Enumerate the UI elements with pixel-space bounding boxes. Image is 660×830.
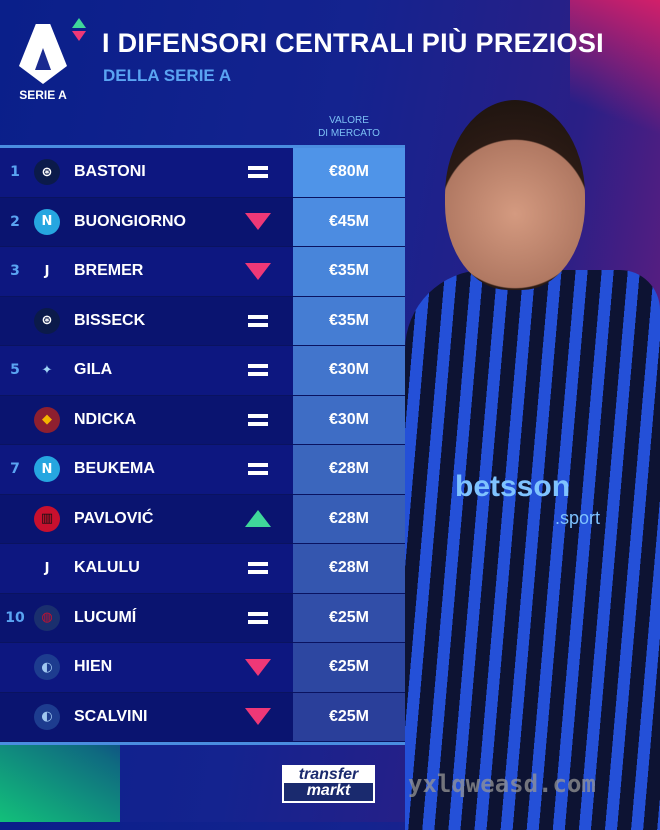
player-name: BASTONI [74,163,146,181]
table-row: 5 ✦ GILA €30M [0,346,405,396]
player-name: BREMER [74,262,144,280]
trend-indicator [223,463,293,476]
club-crest-icon: ⊛ [34,159,60,186]
player-head [445,100,585,290]
market-value: €80M [293,148,405,197]
table-row: ◐ HIEN €25M [0,643,405,693]
player-name: BUONGIORNO [74,212,186,230]
trend-indicator [223,314,293,327]
table-row: ◐ SCALVINI €25M [0,692,405,742]
market-value: €35M [293,247,405,296]
rank: 3 [10,263,20,280]
watermark: yxlqweasd.com [408,770,596,798]
market-value: €35M [293,296,405,345]
trend-indicator [223,166,293,179]
table-row: 7 N BEUKEMA €28M [0,445,405,495]
player-name: BEUKEMA [74,460,155,478]
serie-a-icon [19,24,67,84]
rank: 10 [5,609,25,626]
club-crest-icon: N [34,208,60,235]
serie-a-logo: SERIE A [16,24,70,102]
market-value: €30M [293,395,405,444]
down-triangle-icon [72,31,86,41]
trend-down-icon [245,708,271,726]
rank: 1 [10,164,20,181]
column-header-line2: DI MERCATO [318,128,380,139]
logo-label: SERIE A [19,88,67,102]
table-row: 1 ⊛ BASTONI €80M [0,148,405,198]
player-name: BISSECK [74,311,146,329]
trend-down-icon [245,658,271,676]
brand-line2: markt [306,782,351,799]
table-row: ⊛ BISSECK €35M [0,296,405,346]
club-crest-icon: ⊛ [34,307,60,334]
trend-indicator [223,262,293,280]
trend-same-icon [248,611,268,624]
trend-indicator [223,708,293,726]
club-crest-icon: ◐ [34,654,60,681]
trend-indicator [223,364,293,377]
player-photo: betsson .sport [405,90,660,830]
market-value: €25M [293,643,405,692]
jersey-sponsor-sub: .sport [555,508,601,528]
table-row: ▥ PAVLOVIĆ €28M [0,494,405,544]
brand-line1: transfer [284,767,373,783]
table-row: 10 ◍ LUCUMÍ €25M [0,593,405,643]
trend-same-icon [248,463,268,476]
trend-indicator [223,510,293,528]
rank: 5 [10,362,20,379]
club-crest-icon: N [34,456,60,483]
ranking-table: 1 ⊛ BASTONI €80M 2 N BUONGIORNO €45M 3 J B… [0,145,405,745]
up-triangle-icon [72,18,86,28]
trend-same-icon [248,562,268,575]
table-row: 2 N BUONGIORNO €45M [0,197,405,247]
page-subtitle: DELLA SERIE A [103,66,232,85]
table-row: ◆ NDICKA €30M [0,395,405,445]
jersey [405,270,660,830]
market-value: €25M [293,593,405,642]
club-crest-icon: ✦ [41,362,53,378]
market-value: €45M [293,197,405,246]
player-name: KALULU [74,559,140,577]
background-accent [570,0,660,160]
club-crest-icon: ◐ [34,703,60,730]
table-row: J KALULU €28M [0,544,405,594]
club-crest-icon: ◆ [34,406,60,433]
club-crest-icon: J [44,560,50,576]
player-name: LUCUMÍ [74,608,137,626]
player-name: SCALVINI [74,707,148,725]
trend-indicator [223,562,293,575]
rank: 7 [10,461,20,478]
club-crest-icon: ▥ [34,505,60,532]
market-value: €28M [293,445,405,494]
trend-same-icon [248,166,268,179]
page-title: I DIFENSORI CENTRALI PIÙ PREZIOSI [102,28,604,58]
table-row: 3 J BREMER €35M [0,247,405,297]
club-crest-icon: J [44,263,50,279]
trend-same-icon [248,314,268,327]
market-value: €25M [293,692,405,741]
market-value: €28M [293,544,405,593]
trend-indicator [223,611,293,624]
player-name: GILA [74,361,113,379]
player-name: PAVLOVIĆ [74,509,154,527]
trend-up-icon [245,510,271,528]
trend-indicator [223,413,293,426]
trend-indicator [223,213,293,231]
player-name: NDICKA [74,410,137,428]
trend-same-icon [248,413,268,426]
jersey-sponsor: betsson [455,470,571,503]
transfermarkt-logo: transfer markt [282,765,375,803]
player-name: HIEN [74,658,113,676]
rank: 2 [10,213,20,230]
trend-same-icon [248,364,268,377]
trend-down-icon [245,213,271,231]
column-header-line1: VALORE [329,115,369,126]
market-value: €28M [293,494,405,543]
trend-down-icon [245,262,271,280]
trend-indicator [223,658,293,676]
club-crest-icon: ◍ [34,604,60,631]
market-value: €30M [293,346,405,395]
value-column-header: VALORE DI MERCATO [293,114,405,140]
